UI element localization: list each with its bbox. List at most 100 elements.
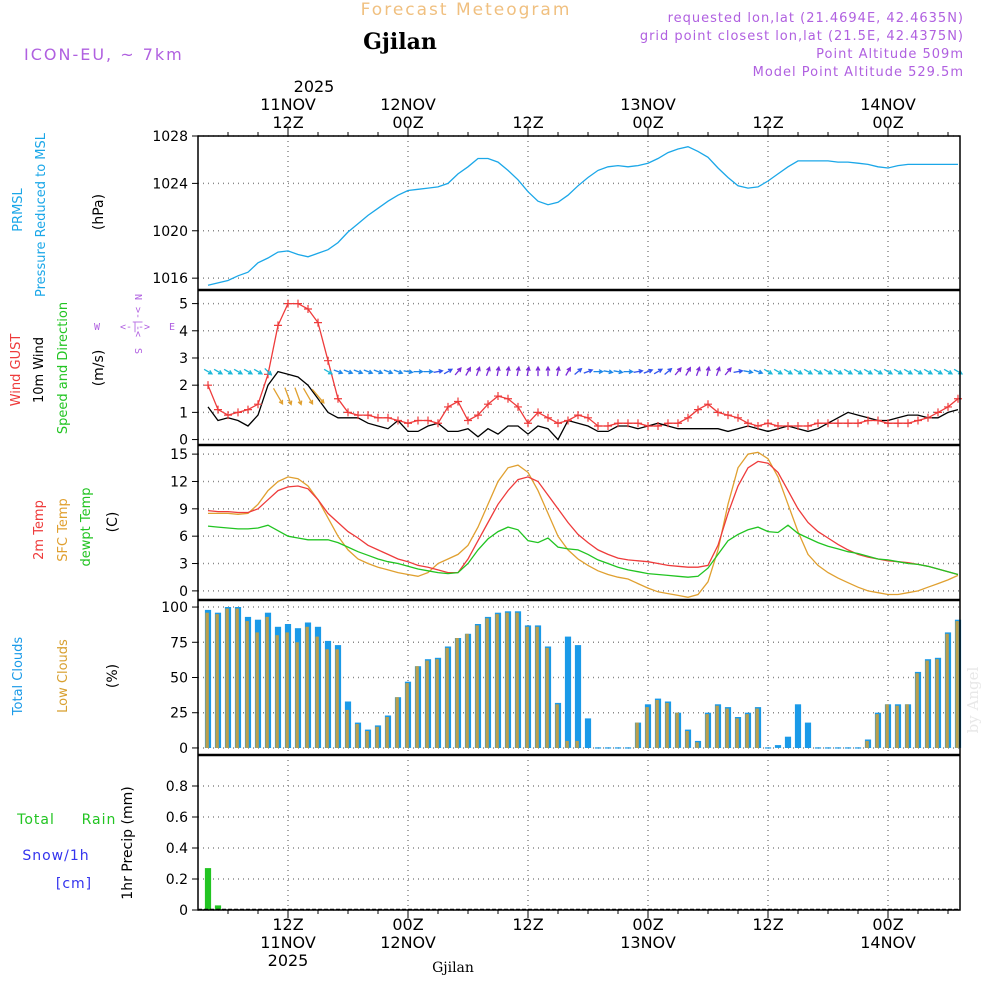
wind-direction-arrow — [753, 369, 764, 375]
top-hour-label: 12Z — [272, 113, 303, 132]
gust-marker — [534, 408, 542, 417]
precip-labels: Total Rain Snow/1h [cm] 1hr Precip (mm) — [16, 786, 136, 899]
compass-s: S — [132, 348, 143, 354]
wind-labels: Wind GUST 10m Wind Speed and Direction (… — [9, 294, 175, 434]
gust-marker — [934, 408, 942, 417]
gust-marker — [724, 411, 732, 420]
wind-direction-arrow — [515, 365, 521, 377]
wind-unit: (m/s) — [91, 350, 107, 387]
wind-direction-arrow — [933, 368, 944, 375]
gust-marker — [564, 416, 572, 425]
wind-direction-arrow — [715, 366, 721, 377]
wind-direction-arrow — [613, 369, 624, 375]
gust-marker — [764, 419, 772, 428]
panel-precip: 0 0.2 0.4 0.6 0.8 — [166, 755, 960, 919]
chart-title: Forecast Meteogram — [361, 0, 572, 20]
gust-marker — [314, 318, 322, 327]
gust-marker — [744, 419, 752, 428]
gust-marker — [334, 394, 342, 403]
low-cloud-bar — [355, 724, 359, 748]
gust-line — [207, 302, 959, 427]
model-name: ICON-EU, ~ 7km — [24, 45, 184, 64]
gust-marker — [344, 408, 352, 417]
panel-temperature: 0 3 6 9 12 15 — [170, 445, 960, 600]
wind-label-dir: Speed and Direction — [56, 302, 71, 434]
gust-marker — [384, 413, 392, 422]
gust-marker — [774, 421, 782, 430]
wind-direction-arrow — [485, 366, 491, 377]
pressure-ytick-label: 1020 — [152, 224, 188, 240]
gust-marker — [644, 421, 652, 430]
low-cloud-bar — [575, 740, 579, 748]
gust-marker — [204, 381, 212, 390]
clouds-ytick-label: 100 — [161, 600, 188, 616]
wind-ytick-label: 5 — [179, 297, 188, 313]
wind-direction-arrow — [763, 368, 774, 375]
low-cloud-bar — [295, 642, 299, 748]
gust-marker — [544, 413, 552, 422]
low-cloud-bar — [515, 612, 519, 748]
compass-v-arrows: >-|-< — [132, 307, 143, 337]
gust-marker — [694, 405, 702, 414]
bottom-hour-label: 00Z — [632, 915, 663, 934]
wind-direction-arrow — [803, 368, 814, 375]
gust-marker — [464, 416, 472, 425]
wind-direction-arrow — [674, 367, 682, 376]
low-cloud-bar — [655, 700, 659, 748]
gust-marker — [484, 400, 492, 409]
wind-direction-arrow — [743, 369, 754, 375]
location-title: Gjilan — [363, 29, 437, 55]
temp-unit: (C) — [105, 512, 121, 533]
gridpoint-coords: grid point closest lon,lat (21.5E, 42.43… — [640, 29, 964, 44]
gust-marker — [684, 413, 692, 422]
wind-direction-arrow — [505, 365, 511, 377]
wind-direction-arrow — [433, 368, 444, 374]
wind-direction-arrow — [311, 388, 325, 404]
wind-direction-arrow — [823, 368, 834, 375]
wind-direction-arrow — [574, 367, 583, 375]
gust-marker — [274, 321, 282, 330]
low-cloud-bar — [465, 633, 469, 748]
wind-direction-arrow — [793, 368, 804, 375]
gust-marker — [854, 419, 862, 428]
total-cloud-bar — [774, 745, 782, 748]
wind-direction-arrow — [272, 387, 284, 405]
temperature-ytick-label: 12 — [170, 474, 188, 490]
wind-direction-arrow — [664, 367, 673, 375]
gust-marker — [494, 392, 502, 401]
wind-direction-arrow — [203, 368, 214, 375]
gust-marker — [524, 419, 532, 428]
low-cloud-bar — [485, 618, 489, 748]
wind-direction-arrow — [873, 368, 884, 375]
gust-marker — [514, 402, 522, 411]
gust-marker — [224, 411, 232, 420]
low-cloud-bar — [325, 649, 329, 748]
panel-pressure: 1016 1020 1024 1028 — [152, 129, 960, 290]
wind-direction-arrow — [733, 368, 744, 374]
low-cloud-bar — [895, 705, 899, 748]
bottom-date-label: 12NOV — [380, 933, 436, 952]
wind-direction-arrow — [525, 365, 531, 377]
wind-direction-arrow — [403, 369, 414, 375]
wind-direction-arrow — [233, 368, 244, 375]
precip-label-snow: Snow/1h — [22, 848, 89, 864]
gust-marker — [804, 421, 812, 430]
gust-marker — [574, 411, 582, 420]
total-cloud-bar — [564, 636, 572, 748]
low-cloud-bar — [265, 616, 269, 748]
low-cloud-bar — [715, 705, 719, 748]
low-cloud-bar — [865, 740, 869, 748]
total-cloud-bar — [574, 645, 582, 748]
top-date-label: 14NOV — [860, 95, 916, 114]
bottom-hour-label: 00Z — [392, 915, 423, 934]
wind-direction-arrow — [623, 369, 634, 375]
wind-direction-arrow — [783, 368, 794, 375]
top-year: 2025 — [294, 77, 335, 96]
top-hour-label: 12Z — [752, 113, 783, 132]
gust-marker — [244, 405, 252, 414]
cloud-labels: Total Clouds Low Clouds (%) — [11, 637, 121, 717]
wind-ytick-label: 3 — [179, 351, 188, 367]
wind-direction-arrow — [393, 369, 404, 375]
wind-direction-arrow — [465, 366, 471, 376]
